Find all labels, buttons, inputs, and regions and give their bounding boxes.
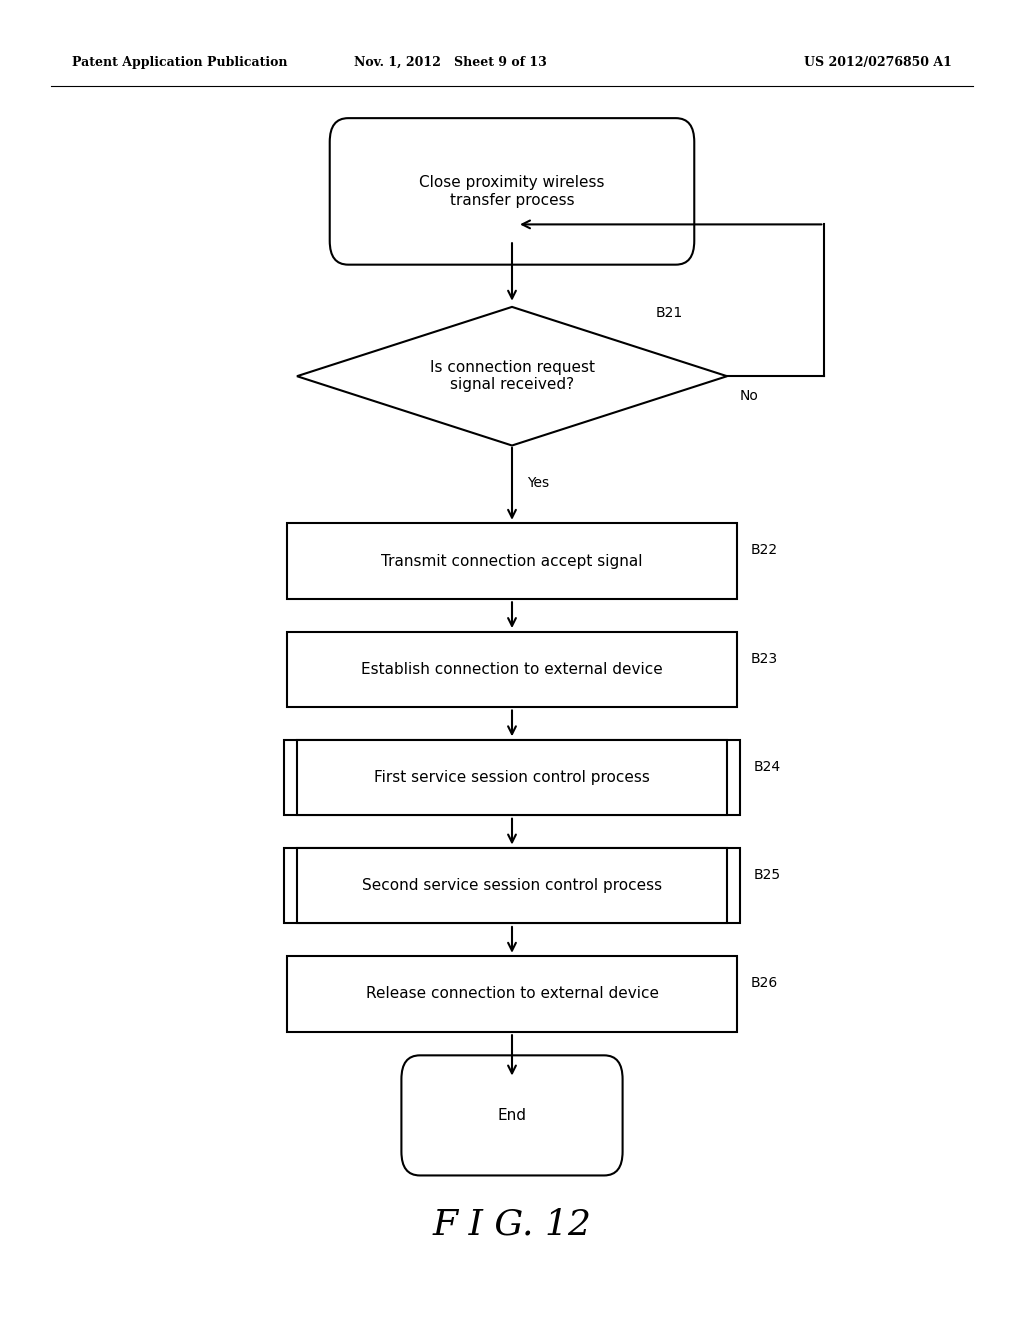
Text: Is connection request
signal received?: Is connection request signal received?	[429, 360, 595, 392]
FancyBboxPatch shape	[284, 741, 740, 816]
Text: B25: B25	[754, 869, 780, 882]
Polygon shape	[297, 308, 727, 446]
Text: F I G. 12: F I G. 12	[432, 1208, 592, 1242]
Text: Nov. 1, 2012   Sheet 9 of 13: Nov. 1, 2012 Sheet 9 of 13	[354, 55, 547, 69]
Text: Establish connection to external device: Establish connection to external device	[361, 661, 663, 677]
Text: Release connection to external device: Release connection to external device	[366, 986, 658, 1002]
FancyBboxPatch shape	[297, 849, 727, 924]
FancyBboxPatch shape	[401, 1056, 623, 1175]
Text: US 2012/0276850 A1: US 2012/0276850 A1	[805, 55, 952, 69]
Text: B26: B26	[751, 977, 778, 990]
Text: Patent Application Publication: Patent Application Publication	[72, 55, 287, 69]
Text: Close proximity wireless
transfer process: Close proximity wireless transfer proces…	[419, 176, 605, 207]
FancyBboxPatch shape	[284, 849, 740, 924]
Text: Transmit connection accept signal: Transmit connection accept signal	[381, 553, 643, 569]
Text: B21: B21	[655, 306, 683, 319]
Text: B24: B24	[754, 760, 780, 774]
Text: B22: B22	[751, 544, 777, 557]
FancyBboxPatch shape	[287, 632, 737, 708]
Text: Second service session control process: Second service session control process	[361, 878, 663, 894]
Text: End: End	[498, 1107, 526, 1123]
FancyBboxPatch shape	[297, 741, 727, 816]
FancyBboxPatch shape	[287, 523, 737, 599]
Text: First service session control process: First service session control process	[374, 770, 650, 785]
Text: No: No	[739, 389, 758, 403]
Text: Yes: Yes	[527, 477, 550, 490]
Text: B23: B23	[751, 652, 777, 665]
FancyBboxPatch shape	[330, 119, 694, 264]
FancyBboxPatch shape	[287, 956, 737, 1032]
